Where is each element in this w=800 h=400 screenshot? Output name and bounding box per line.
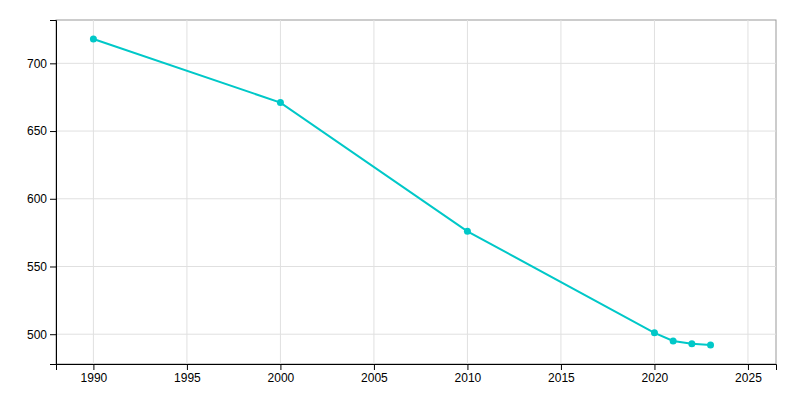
grid-line-x	[747, 20, 748, 364]
point	[464, 228, 471, 235]
tick-label: 2000	[268, 371, 295, 385]
tick: 600	[27, 192, 56, 206]
point	[651, 329, 658, 336]
tick: 700	[27, 57, 56, 71]
tick-mark	[50, 63, 56, 64]
tick-label: 600	[27, 192, 47, 206]
tick: 2000	[268, 364, 295, 385]
tick-mark	[50, 199, 56, 200]
tick-label: 2020	[642, 371, 669, 385]
marks	[90, 35, 714, 348]
grid-line-y	[56, 334, 776, 335]
grid-line-x	[93, 20, 94, 364]
tick-mark	[50, 334, 56, 335]
tick-mark	[467, 364, 468, 370]
grid-line-y	[56, 266, 776, 267]
chart: 1990 1995 2000 2005 2010 2015 2020 2025 500 550 60…	[0, 0, 800, 400]
tick: 2025	[735, 364, 762, 385]
tick: 1995	[174, 364, 201, 385]
tick-label: 2010	[455, 371, 482, 385]
tick-mark	[374, 364, 375, 370]
tick-label: 2015	[548, 371, 575, 385]
point	[707, 342, 714, 349]
tick: 2020	[642, 364, 669, 385]
tick-mark	[50, 131, 56, 132]
tick: 550	[27, 260, 56, 274]
line	[93, 39, 710, 345]
tick-label: 550	[27, 260, 47, 274]
grid-line-y	[56, 131, 776, 132]
tick-label: 2005	[361, 371, 388, 385]
tick: 2005	[361, 364, 388, 385]
grid-line-x	[654, 20, 655, 364]
grid-line-x	[373, 20, 374, 364]
grid	[56, 20, 776, 364]
grid-line-x	[560, 20, 561, 364]
tick-label: 1990	[81, 371, 108, 385]
grid-line-y	[56, 198, 776, 199]
tick-mark	[654, 364, 655, 370]
tick-label: 2025	[735, 371, 762, 385]
y-axis: 500 550 600 650 700	[27, 21, 57, 365]
tick: 2015	[548, 364, 575, 385]
tick: 500	[27, 328, 56, 342]
tick: 2010	[455, 364, 482, 385]
axis-line	[50, 21, 57, 365]
tick: 650	[27, 124, 56, 138]
tick-mark	[93, 364, 94, 370]
tick-label: 650	[27, 124, 47, 138]
tick-label: 700	[27, 57, 47, 71]
point	[670, 337, 677, 344]
grid-line-x	[280, 20, 281, 364]
point	[90, 35, 97, 42]
tick-mark	[187, 364, 188, 370]
point	[688, 340, 695, 347]
plot-frame	[56, 20, 776, 364]
tick-label: 1995	[174, 371, 201, 385]
tick-label: 500	[27, 328, 47, 342]
x-axis: 1990 1995 2000 2005 2010 2015 2020 2025	[57, 364, 777, 385]
tick-mark	[50, 266, 56, 267]
plot: 1990 1995 2000 2005 2010 2015 2020 2025 500 550 60…	[27, 20, 777, 385]
tick: 1990	[81, 364, 108, 385]
axis-line	[57, 365, 777, 371]
tick-mark	[748, 364, 749, 370]
tick-mark	[280, 364, 281, 370]
point	[277, 99, 284, 106]
tick-mark	[561, 364, 562, 370]
grid-line-x	[467, 20, 468, 364]
